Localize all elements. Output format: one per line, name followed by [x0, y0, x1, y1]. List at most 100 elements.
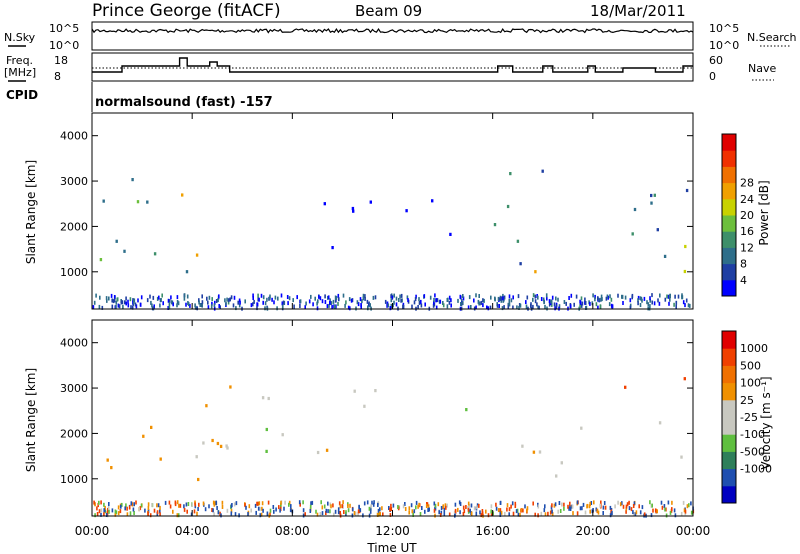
velocity-colorbar-tick-label: 1000	[740, 342, 768, 355]
power-clutter-cell	[214, 300, 216, 305]
velocity-clutter-cell	[370, 506, 372, 511]
velocity-clutter-cell	[475, 511, 478, 516]
velocity-clutter-cell	[104, 505, 106, 510]
power-clutter-cell	[393, 293, 395, 298]
velocity-clutter-cell	[245, 505, 247, 510]
power-clutter-cell	[362, 293, 365, 298]
velocity-clutter-cell	[485, 509, 487, 514]
velocity-y-tick-label: 2000	[60, 427, 88, 440]
power-clutter-cell	[369, 303, 371, 308]
velocity-clutter-cell	[419, 512, 422, 516]
power-colorbar-tick-label: 28	[740, 177, 754, 190]
velocity-clutter-cell	[217, 510, 220, 515]
velocity-clutter-cell	[279, 508, 281, 513]
velocity-clutter-cell	[183, 504, 185, 509]
power-clutter-cell	[432, 303, 435, 308]
velocity-clutter-cell	[604, 505, 607, 510]
power-clutter-cell	[120, 300, 123, 305]
power-clutter-cell	[641, 298, 643, 303]
power-clutter-cell	[551, 302, 553, 307]
velocity-clutter-cell	[547, 511, 549, 516]
velocity-clutter-cell	[445, 505, 447, 510]
power-colorbar-tick-label: 12	[740, 241, 754, 254]
power-clutter-cell	[470, 305, 472, 309]
velocity-clutter-cell	[221, 500, 224, 505]
velocity-clutter-cell	[686, 504, 689, 509]
velocity-clutter-cell	[586, 503, 589, 508]
power-clutter-cell	[617, 293, 619, 298]
power-clutter-cell	[389, 306, 392, 310]
power-clutter-cell	[357, 302, 360, 307]
velocity-clutter-cell	[352, 507, 354, 512]
velocity-clutter-cell	[467, 501, 470, 506]
power-clutter-cell	[450, 298, 452, 303]
power-clutter-cell	[347, 305, 350, 310]
velocity-clutter-cell	[589, 509, 591, 514]
velocity-clutter-cell	[213, 512, 215, 517]
power-clutter-cell	[534, 294, 537, 299]
velocity-clutter-cell	[130, 501, 133, 506]
velocity-echo-cell	[353, 389, 356, 393]
power-clutter-cell	[434, 293, 436, 298]
velocity-clutter-cell	[619, 502, 622, 507]
velocity-clutter-cell	[519, 512, 521, 517]
velocity-colorbar-label: Velocity [m s⁻¹]	[759, 376, 773, 469]
velocity-clutter-cell	[599, 503, 601, 508]
power-clutter-cell	[348, 297, 351, 302]
velocity-echo-cell	[110, 466, 113, 470]
power-echo-cell	[323, 202, 326, 206]
velocity-clutter-cell	[499, 501, 502, 505]
velocity-clutter-cell	[596, 508, 599, 513]
velocity-clutter-cell	[667, 500, 670, 505]
velocity-clutter-cell	[179, 503, 182, 508]
power-clutter-cell	[344, 303, 346, 308]
power-clutter-cell	[563, 300, 566, 304]
power-clutter-cell	[597, 305, 599, 310]
power-clutter-cell	[545, 293, 548, 298]
power-clutter-cell	[227, 300, 230, 305]
power-y-axis: 1000 2000 3000 4000	[60, 130, 693, 279]
power-colorbar-tick-label: 16	[740, 225, 754, 238]
power-clutter-cell	[360, 304, 362, 309]
velocity-clutter-cell	[254, 503, 257, 508]
velocity-clutter-cell	[428, 507, 430, 512]
power-clutter-cell	[584, 297, 586, 302]
velocity-clutter-cell	[563, 506, 565, 511]
power-clutter-cell	[183, 293, 186, 298]
power-clutter-cell	[433, 300, 435, 305]
velocity-clutter-cell	[208, 504, 210, 509]
power-clutter-cell	[537, 295, 539, 300]
velocity-clutter-cell	[363, 501, 366, 506]
power-clutter-cell	[570, 293, 573, 298]
velocity-clutter-cell	[248, 504, 251, 509]
velocity-clutter-cell	[259, 513, 262, 518]
power-clutter-cell	[512, 305, 514, 310]
power-echo-cell	[509, 172, 512, 176]
power-clutter-cell	[158, 295, 160, 300]
power-clutter-cell	[673, 302, 675, 307]
velocity-clutter-cell	[581, 506, 583, 511]
velocity-clutter-cell	[417, 504, 419, 509]
power-clutter-cell	[687, 303, 690, 308]
power-clutter-cell	[330, 301, 333, 306]
power-clutter-cell	[129, 297, 132, 302]
power-clutter-cell	[516, 305, 518, 310]
velocity-clutter-cell	[325, 508, 328, 513]
power-clutter-cell	[546, 296, 548, 301]
velocity-clutter-cell	[634, 512, 637, 517]
velocity-clutter-cell	[347, 504, 349, 508]
velocity-clutter-cell	[589, 501, 591, 506]
velocity-y-tick-label: 1000	[60, 473, 88, 486]
noise-left-tick-top: 10^5	[49, 22, 79, 35]
velocity-echo-cell	[197, 477, 200, 482]
velocity-echo-cell	[560, 461, 563, 465]
velocity-clutter-cell	[382, 512, 384, 517]
velocity-clutter-cell	[553, 503, 556, 508]
power-clutter-cell	[367, 306, 369, 311]
power-clutter-cell	[579, 304, 581, 309]
power-clutter-cell	[457, 298, 459, 303]
power-clutter-cell	[418, 300, 421, 305]
velocity-clutter-cell	[258, 501, 261, 506]
power-echo-cell	[684, 244, 687, 249]
velocity-clutter-cell	[372, 502, 375, 507]
